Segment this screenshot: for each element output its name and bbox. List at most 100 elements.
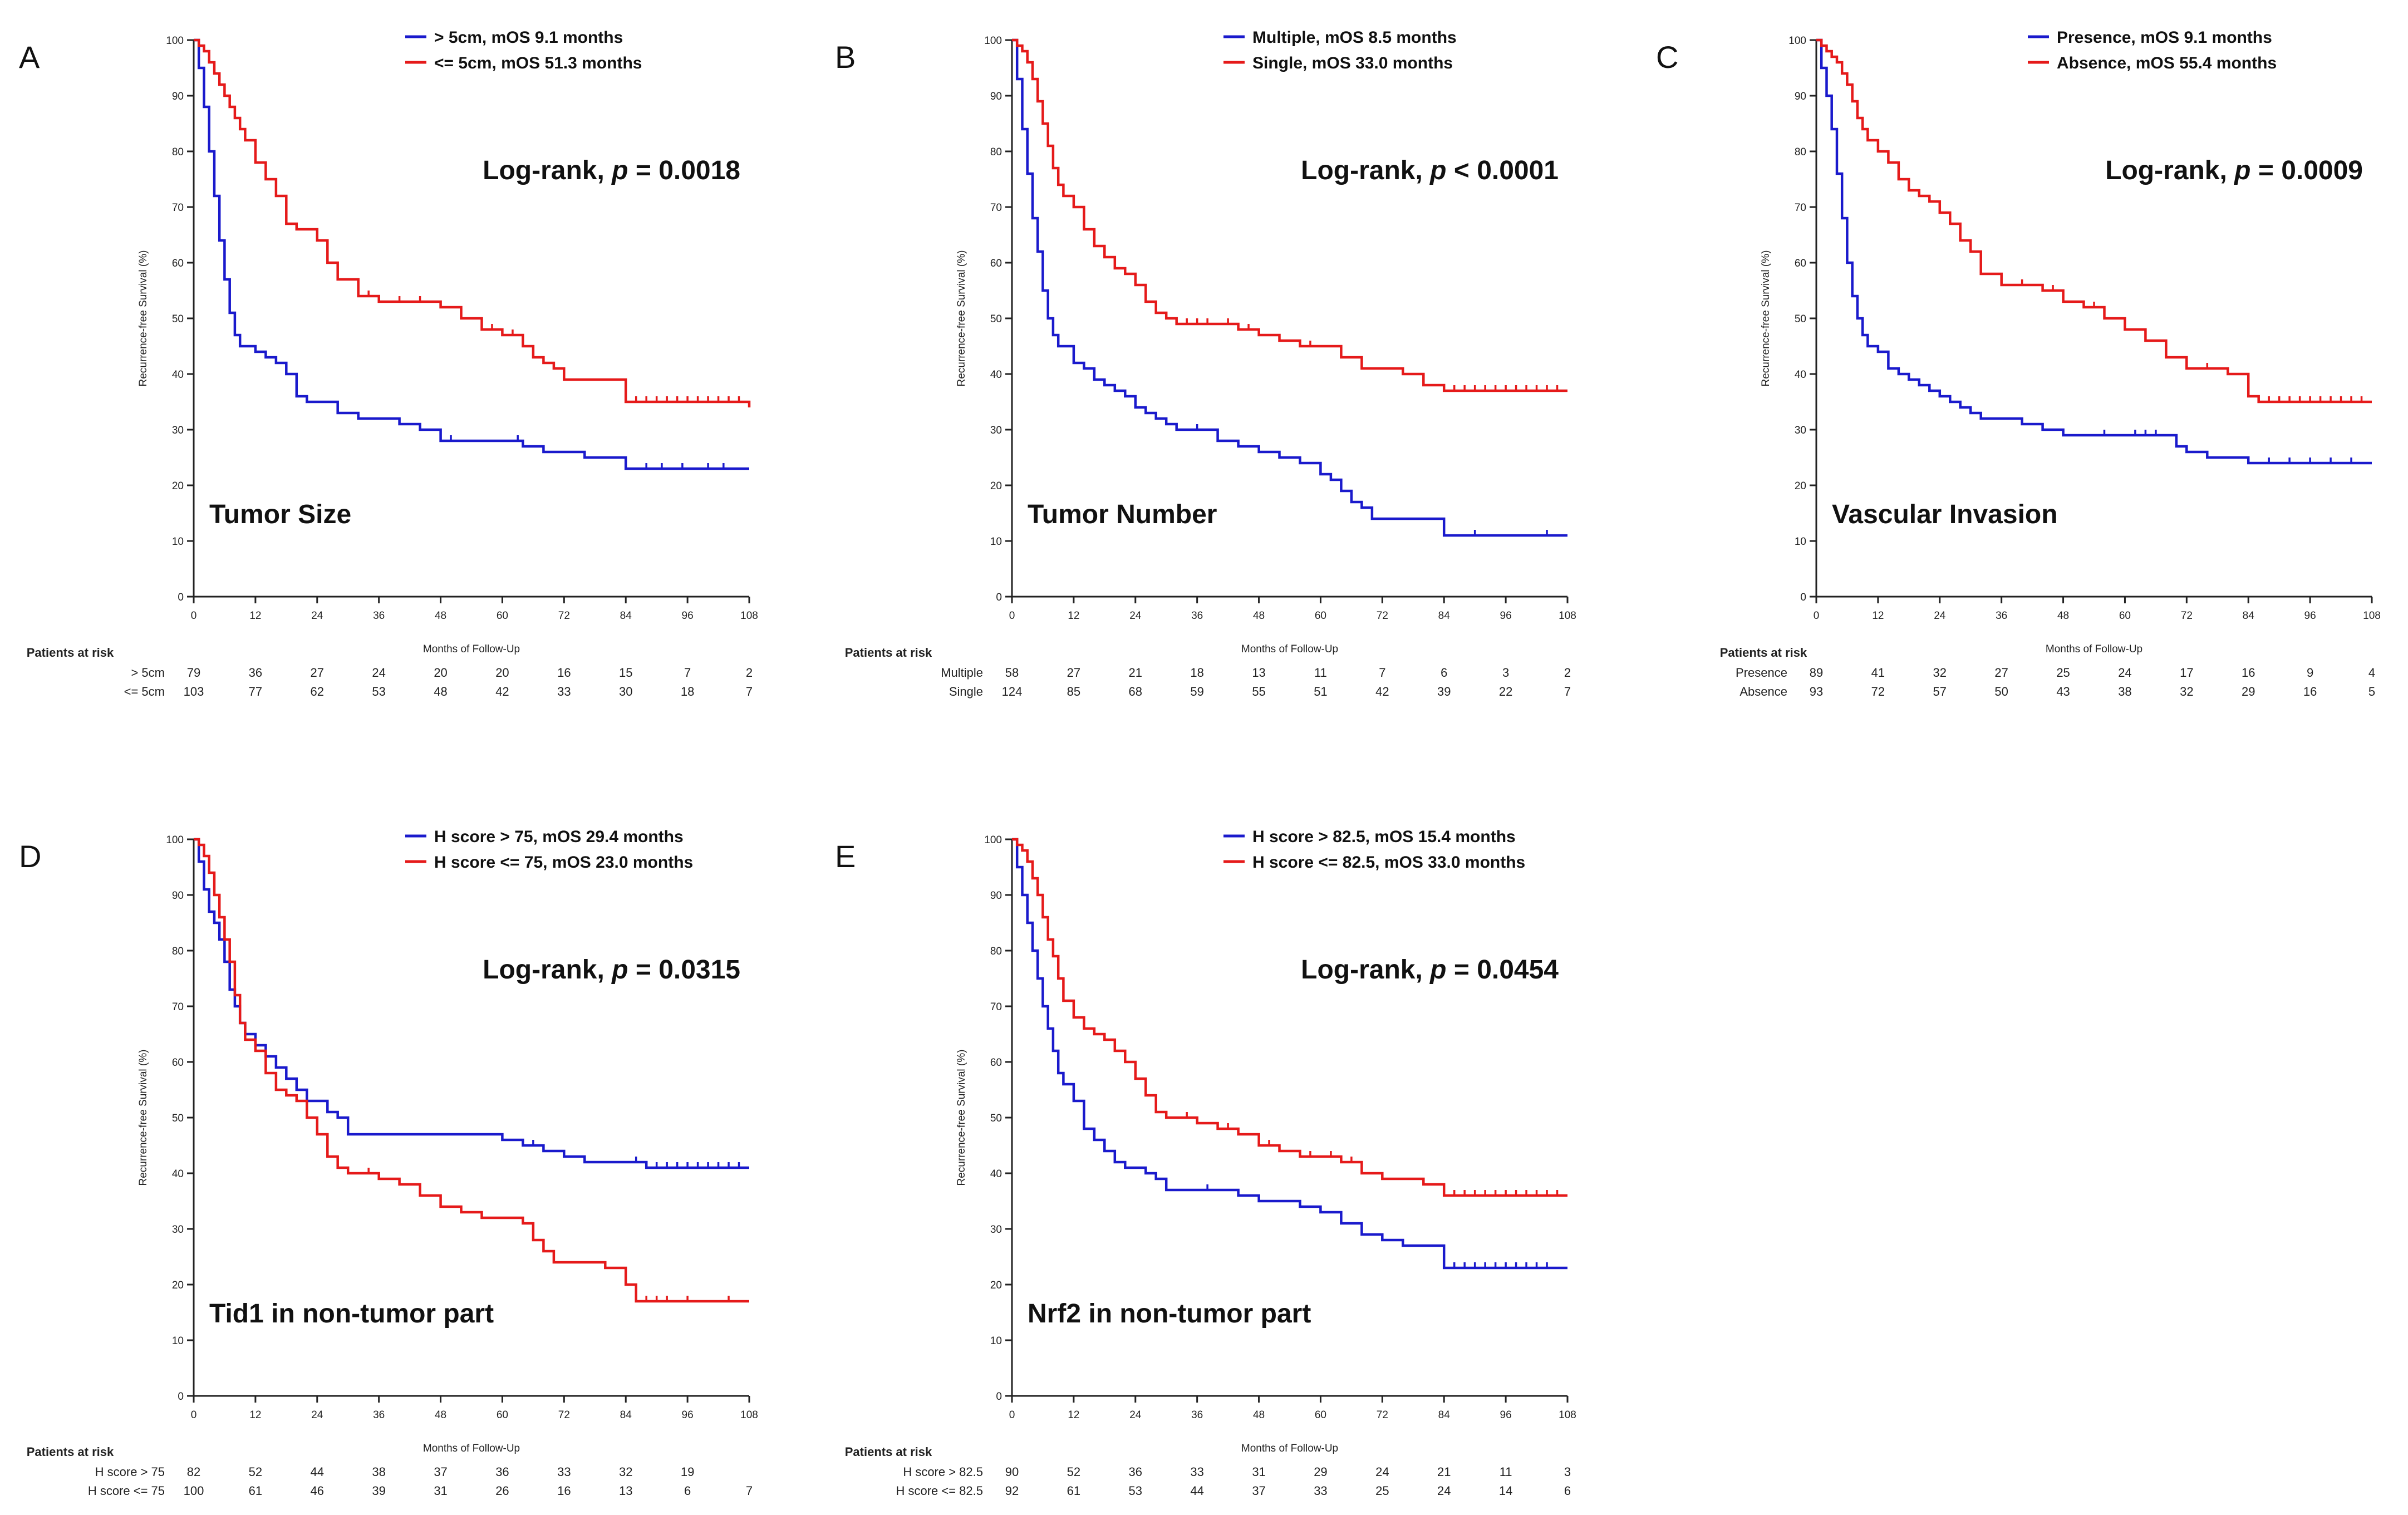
x-tick-label: 12 bbox=[249, 1409, 261, 1421]
legend-label: Absence, mOS 55.4 months bbox=[2057, 54, 2277, 72]
y-tick-label: 0 bbox=[996, 1391, 1002, 1403]
risk-table-title: Patients at risk bbox=[845, 1445, 932, 1459]
risk-row-label: Presence bbox=[1736, 666, 1787, 680]
legend-label: Multiple, mOS 8.5 months bbox=[1252, 28, 1457, 47]
risk-count: 53 bbox=[1129, 1484, 1142, 1498]
x-tick-label: 60 bbox=[1315, 1409, 1326, 1421]
y-tick-label: 90 bbox=[172, 890, 184, 902]
risk-count: 22 bbox=[1499, 685, 1512, 699]
x-tick-label: 108 bbox=[1559, 1409, 1576, 1421]
y-tick-label: 40 bbox=[1795, 369, 1806, 381]
x-tick-label: 96 bbox=[2304, 610, 2316, 622]
y-tick-label: 50 bbox=[172, 1113, 184, 1124]
risk-count: 11 bbox=[1500, 1465, 1512, 1479]
risk-count: 93 bbox=[1810, 685, 1823, 699]
y-tick-label: 70 bbox=[172, 202, 184, 214]
x-tick-label: 108 bbox=[1559, 610, 1576, 622]
x-tick-label: 24 bbox=[311, 1409, 323, 1421]
risk-count: 36 bbox=[495, 1465, 509, 1479]
y-tick-label: 0 bbox=[1800, 592, 1806, 603]
y-tick-label: 40 bbox=[172, 369, 184, 381]
risk-count: 44 bbox=[1190, 1484, 1203, 1498]
x-tick-label: 72 bbox=[2181, 610, 2193, 622]
risk-count: 6 bbox=[1564, 1484, 1571, 1498]
legend-label: H score <= 75, mOS 23.0 months bbox=[434, 853, 693, 872]
risk-count: 39 bbox=[372, 1484, 385, 1498]
logrank-p-symbol: p bbox=[611, 955, 628, 985]
x-tick-label: 48 bbox=[435, 610, 446, 622]
risk-count: 37 bbox=[434, 1465, 447, 1479]
y-tick-label: 90 bbox=[990, 890, 1002, 902]
risk-count: 13 bbox=[1252, 666, 1265, 680]
x-axis-title: Months of Follow-Up bbox=[423, 643, 520, 655]
risk-count: 37 bbox=[1252, 1484, 1265, 1498]
risk-table-title: Patients at risk bbox=[27, 1445, 114, 1459]
y-tick-label: 100 bbox=[1788, 35, 1806, 47]
risk-row-label: Absence bbox=[1739, 685, 1787, 699]
x-tick-label: 0 bbox=[1814, 610, 1820, 622]
risk-count: 68 bbox=[1129, 685, 1142, 699]
x-axis-title: Months of Follow-Up bbox=[2046, 643, 2142, 655]
y-tick-label: 70 bbox=[990, 202, 1002, 214]
risk-count: 61 bbox=[1067, 1484, 1080, 1498]
panel-label: E bbox=[835, 839, 856, 874]
risk-count: 19 bbox=[681, 1465, 694, 1479]
y-tick-label: 10 bbox=[172, 1335, 184, 1347]
km-curve-series-1 bbox=[194, 838, 749, 1169]
risk-count: 51 bbox=[1314, 685, 1327, 699]
risk-row-label: > 5cm bbox=[131, 666, 165, 680]
x-tick-label: 96 bbox=[1500, 610, 1512, 622]
x-axis-title: Months of Follow-Up bbox=[423, 1443, 520, 1454]
x-tick-label: 24 bbox=[1129, 610, 1142, 622]
risk-count: 52 bbox=[249, 1465, 262, 1479]
y-tick-label: 10 bbox=[990, 536, 1002, 548]
km-panel-c: C 0 10 20 30 40 50 60 70 80 90 100 0 12 24 36 48 60 72 84 96… bbox=[1656, 28, 2381, 699]
legend-label: > 5cm, mOS 9.1 months bbox=[434, 28, 623, 47]
logrank-annotation: Log-rank, p = 0.0315 bbox=[483, 955, 740, 985]
risk-count: 89 bbox=[1810, 666, 1823, 680]
x-tick-label: 84 bbox=[2243, 610, 2255, 622]
panel-label: C bbox=[1656, 40, 1678, 75]
risk-count: 7 bbox=[1564, 685, 1571, 699]
x-axis-title: Months of Follow-Up bbox=[1241, 1443, 1338, 1454]
risk-count: 29 bbox=[1314, 1465, 1327, 1479]
y-tick-label: 100 bbox=[984, 834, 1002, 846]
y-axis-title: Recurrence-free Survival (%) bbox=[1760, 250, 1772, 387]
logrank-prefix: Log-rank, bbox=[2105, 156, 2234, 185]
x-tick-label: 72 bbox=[558, 1409, 570, 1421]
x-tick-label: 36 bbox=[373, 1409, 385, 1421]
risk-count: 24 bbox=[2118, 666, 2131, 680]
y-tick-label: 30 bbox=[990, 425, 1002, 436]
y-tick-label: 50 bbox=[1795, 313, 1806, 325]
risk-count: 55 bbox=[1252, 685, 1265, 699]
x-tick-label: 12 bbox=[249, 610, 261, 622]
risk-count: 62 bbox=[311, 685, 324, 699]
y-tick-label: 40 bbox=[990, 1168, 1002, 1180]
km-curve-series-1 bbox=[1012, 38, 1567, 537]
risk-count: 38 bbox=[372, 1465, 385, 1479]
legend-label: H score <= 82.5, mOS 33.0 months bbox=[1252, 853, 1525, 872]
risk-count: 85 bbox=[1067, 685, 1080, 699]
x-tick-label: 24 bbox=[1934, 610, 1946, 622]
risk-count: 26 bbox=[495, 1484, 509, 1498]
km-curve-series-2 bbox=[194, 838, 749, 1303]
y-tick-label: 50 bbox=[172, 313, 184, 325]
y-tick-label: 50 bbox=[990, 313, 1002, 325]
risk-table-title: Patients at risk bbox=[1720, 646, 1807, 660]
x-tick-label: 84 bbox=[1438, 610, 1451, 622]
km-curve-series-2 bbox=[1012, 838, 1567, 1197]
y-tick-label: 90 bbox=[1795, 91, 1806, 102]
risk-count: 27 bbox=[311, 666, 324, 680]
risk-count: 4 bbox=[2368, 666, 2375, 680]
x-tick-label: 48 bbox=[435, 1409, 446, 1421]
y-tick-label: 10 bbox=[172, 536, 184, 548]
y-tick-label: 60 bbox=[990, 1057, 1002, 1069]
risk-count: 61 bbox=[249, 1484, 262, 1498]
x-tick-label: 72 bbox=[1377, 610, 1388, 622]
risk-count: 31 bbox=[1252, 1465, 1265, 1479]
risk-count: 5 bbox=[2368, 685, 2375, 699]
risk-count: 25 bbox=[1375, 1484, 1389, 1498]
x-tick-label: 48 bbox=[1253, 610, 1265, 622]
x-tick-label: 96 bbox=[682, 610, 694, 622]
x-tick-label: 108 bbox=[740, 610, 758, 622]
